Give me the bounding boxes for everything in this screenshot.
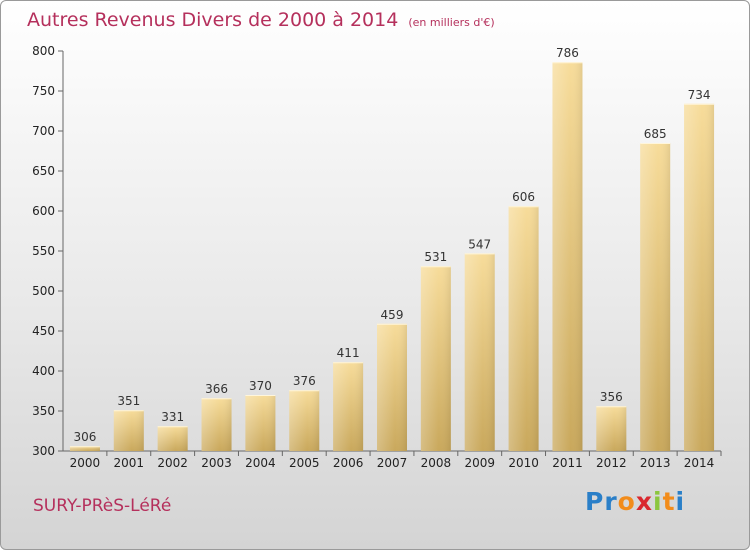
bar-shade — [684, 103, 715, 452]
bar-shade — [333, 362, 364, 451]
x-tick-label: 2013 — [640, 456, 671, 470]
commune-name: SURY-PRèS-LéRé — [33, 496, 172, 516]
bar-value-label: 459 — [381, 308, 404, 322]
bar-shade — [377, 323, 407, 451]
x-tick-label: 2004 — [245, 456, 276, 470]
bar-shade — [420, 266, 451, 451]
y-tick-label: 300 — [32, 444, 55, 458]
bar-shade — [464, 253, 495, 451]
logo-letter: i — [653, 487, 663, 516]
proxiti-logo: Proxiti — [585, 487, 685, 516]
x-tick-label: 2012 — [596, 456, 627, 470]
bar-value-label: 531 — [424, 250, 447, 264]
bar-value-label: 376 — [293, 374, 316, 388]
x-tick-label: 2006 — [333, 456, 364, 470]
bar-value-label: 370 — [249, 379, 272, 393]
bar-shade — [157, 426, 188, 451]
logo-letter: r — [604, 487, 618, 516]
x-tick-label: 2009 — [464, 456, 495, 470]
bar-shade — [640, 143, 671, 451]
bar-value-label: 356 — [600, 390, 623, 404]
bars — [69, 62, 715, 452]
x-axis: 2000 2001 2002 2003 2004 2005 2006 2007 2008 2009… — [63, 450, 722, 470]
bar-value-label: 351 — [117, 394, 140, 408]
bar-value-label: 366 — [205, 382, 228, 396]
chart-title-unit: (en milliers d'€) — [408, 16, 495, 29]
x-tick-label: 2014 — [684, 456, 715, 470]
x-tick-label: 2001 — [114, 456, 145, 470]
bar-shade — [596, 406, 627, 451]
bar-shade — [508, 206, 539, 451]
bar-value-label: 786 — [556, 46, 579, 60]
x-tick-label: 2011 — [552, 456, 583, 470]
bar-shade — [201, 398, 232, 451]
logo-letter: i — [675, 487, 686, 516]
x-tick-label: 2003 — [201, 456, 232, 470]
bar-shade — [289, 390, 320, 451]
bar-value-label: 331 — [161, 410, 184, 424]
chart-title-text: Autres Revenus Divers de 2000 à 2014 — [27, 9, 399, 31]
logo-letter: o — [617, 487, 636, 516]
bar-shade — [245, 395, 276, 451]
logo-letter: t — [662, 487, 676, 516]
y-tick-label: 550 — [32, 244, 55, 258]
y-tick-label: 800 — [32, 44, 55, 58]
bar-shade — [69, 446, 100, 451]
x-tick-label: 2008 — [421, 456, 452, 470]
x-tick-label: 2000 — [70, 456, 101, 470]
bar-shade — [113, 410, 144, 451]
y-tick-label: 750 — [32, 84, 55, 98]
y-axis: 300 350 400 450 500 550 600 650 700 750 800 — [32, 44, 64, 458]
bar-shade — [552, 62, 583, 451]
bar-value-label: 685 — [644, 127, 667, 141]
x-tick-label: 2007 — [377, 456, 408, 470]
y-tick-label: 600 — [32, 204, 55, 218]
y-tick-label: 450 — [32, 324, 55, 338]
bar-value-label: 411 — [337, 346, 360, 360]
x-tick-label: 2005 — [289, 456, 320, 470]
bar-value-label: 547 — [468, 237, 491, 251]
chart-title: Autres Revenus Divers de 2000 à 2014 (en… — [27, 9, 495, 31]
data-labels: 306 351 331 366 370 376 411 459 531 547 606 786 356 6… — [73, 46, 710, 444]
y-tick-label: 700 — [32, 124, 55, 138]
x-tick-label: 2002 — [157, 456, 188, 470]
y-tick-label: 400 — [32, 364, 55, 378]
y-tick-label: 350 — [32, 404, 55, 418]
x-tick-label: 2010 — [508, 456, 539, 470]
logo-letter: x — [635, 487, 653, 516]
bar-value-label: 306 — [73, 430, 96, 444]
logo-letter: P — [585, 487, 605, 516]
y-tick-label: 500 — [32, 284, 55, 298]
bar-value-label: 734 — [688, 88, 711, 102]
bar-value-label: 606 — [512, 190, 535, 204]
y-tick-label: 650 — [32, 164, 55, 178]
